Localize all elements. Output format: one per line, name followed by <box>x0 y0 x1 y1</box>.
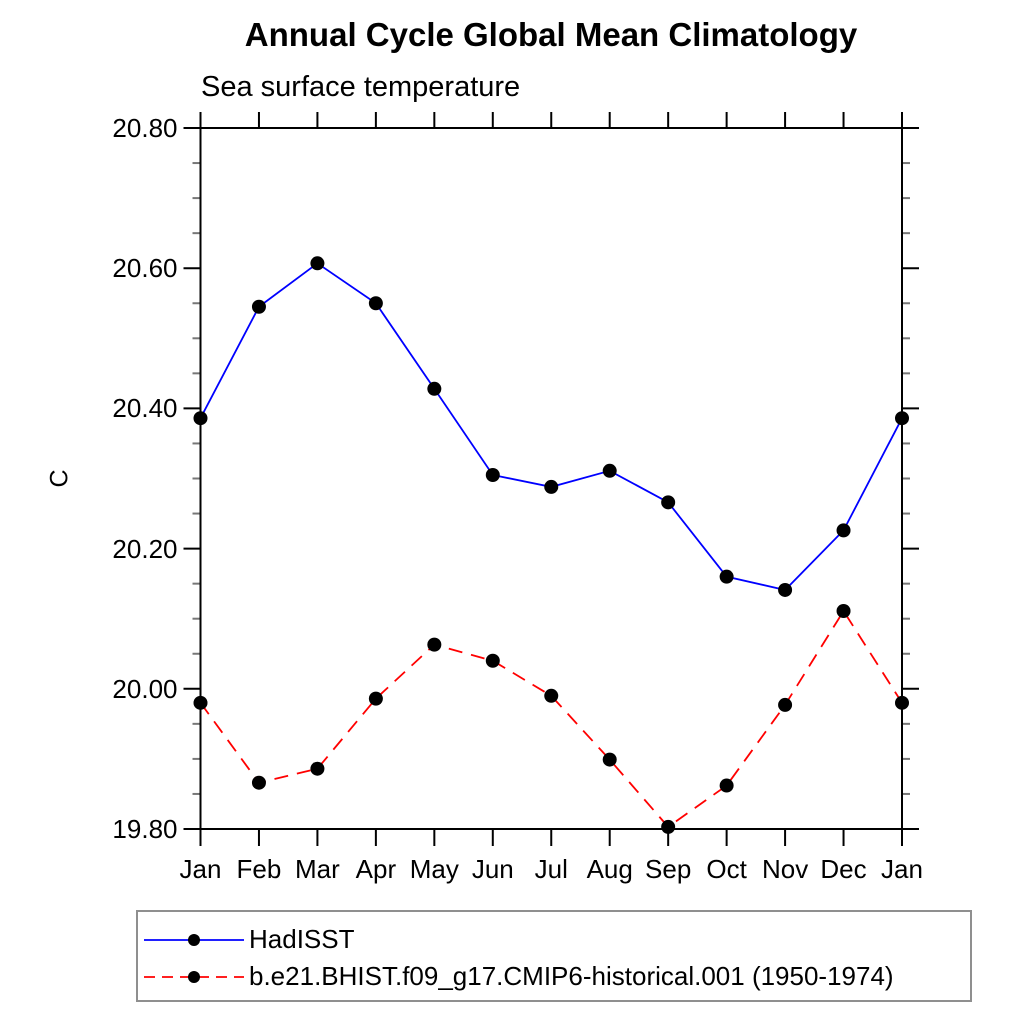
chart-title: Annual Cycle Global Mean Climatology <box>244 16 858 53</box>
data-point-marker <box>193 695 208 710</box>
data-point-marker <box>895 411 909 426</box>
y-tick-label: 20.40 <box>112 393 178 424</box>
legend-row: HadISST <box>138 921 970 958</box>
data-point-marker <box>193 411 208 426</box>
data-point-marker <box>602 463 617 478</box>
series-line-0 <box>199 262 903 591</box>
data-point-marker <box>427 381 442 396</box>
x-tick-label: Aug <box>586 854 633 884</box>
data-point-marker <box>895 695 909 710</box>
x-tick-label: Apr <box>355 854 397 884</box>
data-point-marker <box>310 761 325 776</box>
x-tick-label: Dec <box>820 854 867 884</box>
data-point-marker <box>485 467 500 482</box>
x-tick-label: Jul <box>534 854 568 884</box>
data-point-marker <box>368 296 383 311</box>
data-point-marker <box>544 479 559 494</box>
x-tick-label: Nov <box>761 854 809 884</box>
legend-marker-icon <box>188 970 200 983</box>
data-point-marker <box>778 697 793 712</box>
data-point-marker <box>661 819 676 834</box>
data-point-marker <box>427 637 442 652</box>
x-tick-label: May <box>409 854 459 884</box>
data-point-marker <box>836 523 851 538</box>
x-tick-label: Feb <box>236 854 282 884</box>
x-tick-label: Oct <box>706 854 747 884</box>
x-tick-label: Mar <box>295 854 340 884</box>
data-point-marker <box>485 653 500 668</box>
data-point-marker <box>836 603 851 618</box>
series-line-1 <box>199 609 903 829</box>
legend: HadISST b.e21.BHIST.f09_g17.CMIP6-histori… <box>136 910 972 1002</box>
x-tick-label: Jun <box>471 854 514 884</box>
data-point-marker <box>544 688 559 703</box>
legend-label: b.e21.BHIST.f09_g17.CMIP6-historical.001… <box>249 961 894 991</box>
plot-frame <box>199 127 903 830</box>
data-point-marker <box>719 778 734 793</box>
legend-marker-icon <box>188 933 200 946</box>
legend-label: HadISST <box>249 924 355 954</box>
data-point-marker <box>778 582 793 597</box>
x-tick-label: Sep <box>645 854 692 884</box>
y-tick-label: 20.60 <box>112 253 178 284</box>
legend-row: b.e21.BHIST.f09_g17.CMIP6-historical.001… <box>138 958 970 995</box>
y-tick-label: 20.00 <box>112 673 178 704</box>
legend-line-icon <box>144 933 244 946</box>
data-point-marker <box>251 299 266 314</box>
data-point-marker <box>719 569 734 584</box>
y-tick-label: 20.80 <box>112 113 178 143</box>
y-tick-label: 19.80 <box>112 814 178 844</box>
data-point-marker <box>310 256 325 271</box>
y-tick-label: 20.20 <box>112 533 178 564</box>
data-point-marker <box>251 775 266 790</box>
legend-line-icon <box>144 970 244 983</box>
data-point-marker <box>602 752 617 767</box>
data-point-marker <box>368 691 383 706</box>
x-tick-label: Jan <box>881 854 923 884</box>
data-point-marker <box>661 495 676 510</box>
chart-subtitle: Sea surface temperature <box>201 71 521 103</box>
x-tick-label: Jan <box>179 854 222 884</box>
